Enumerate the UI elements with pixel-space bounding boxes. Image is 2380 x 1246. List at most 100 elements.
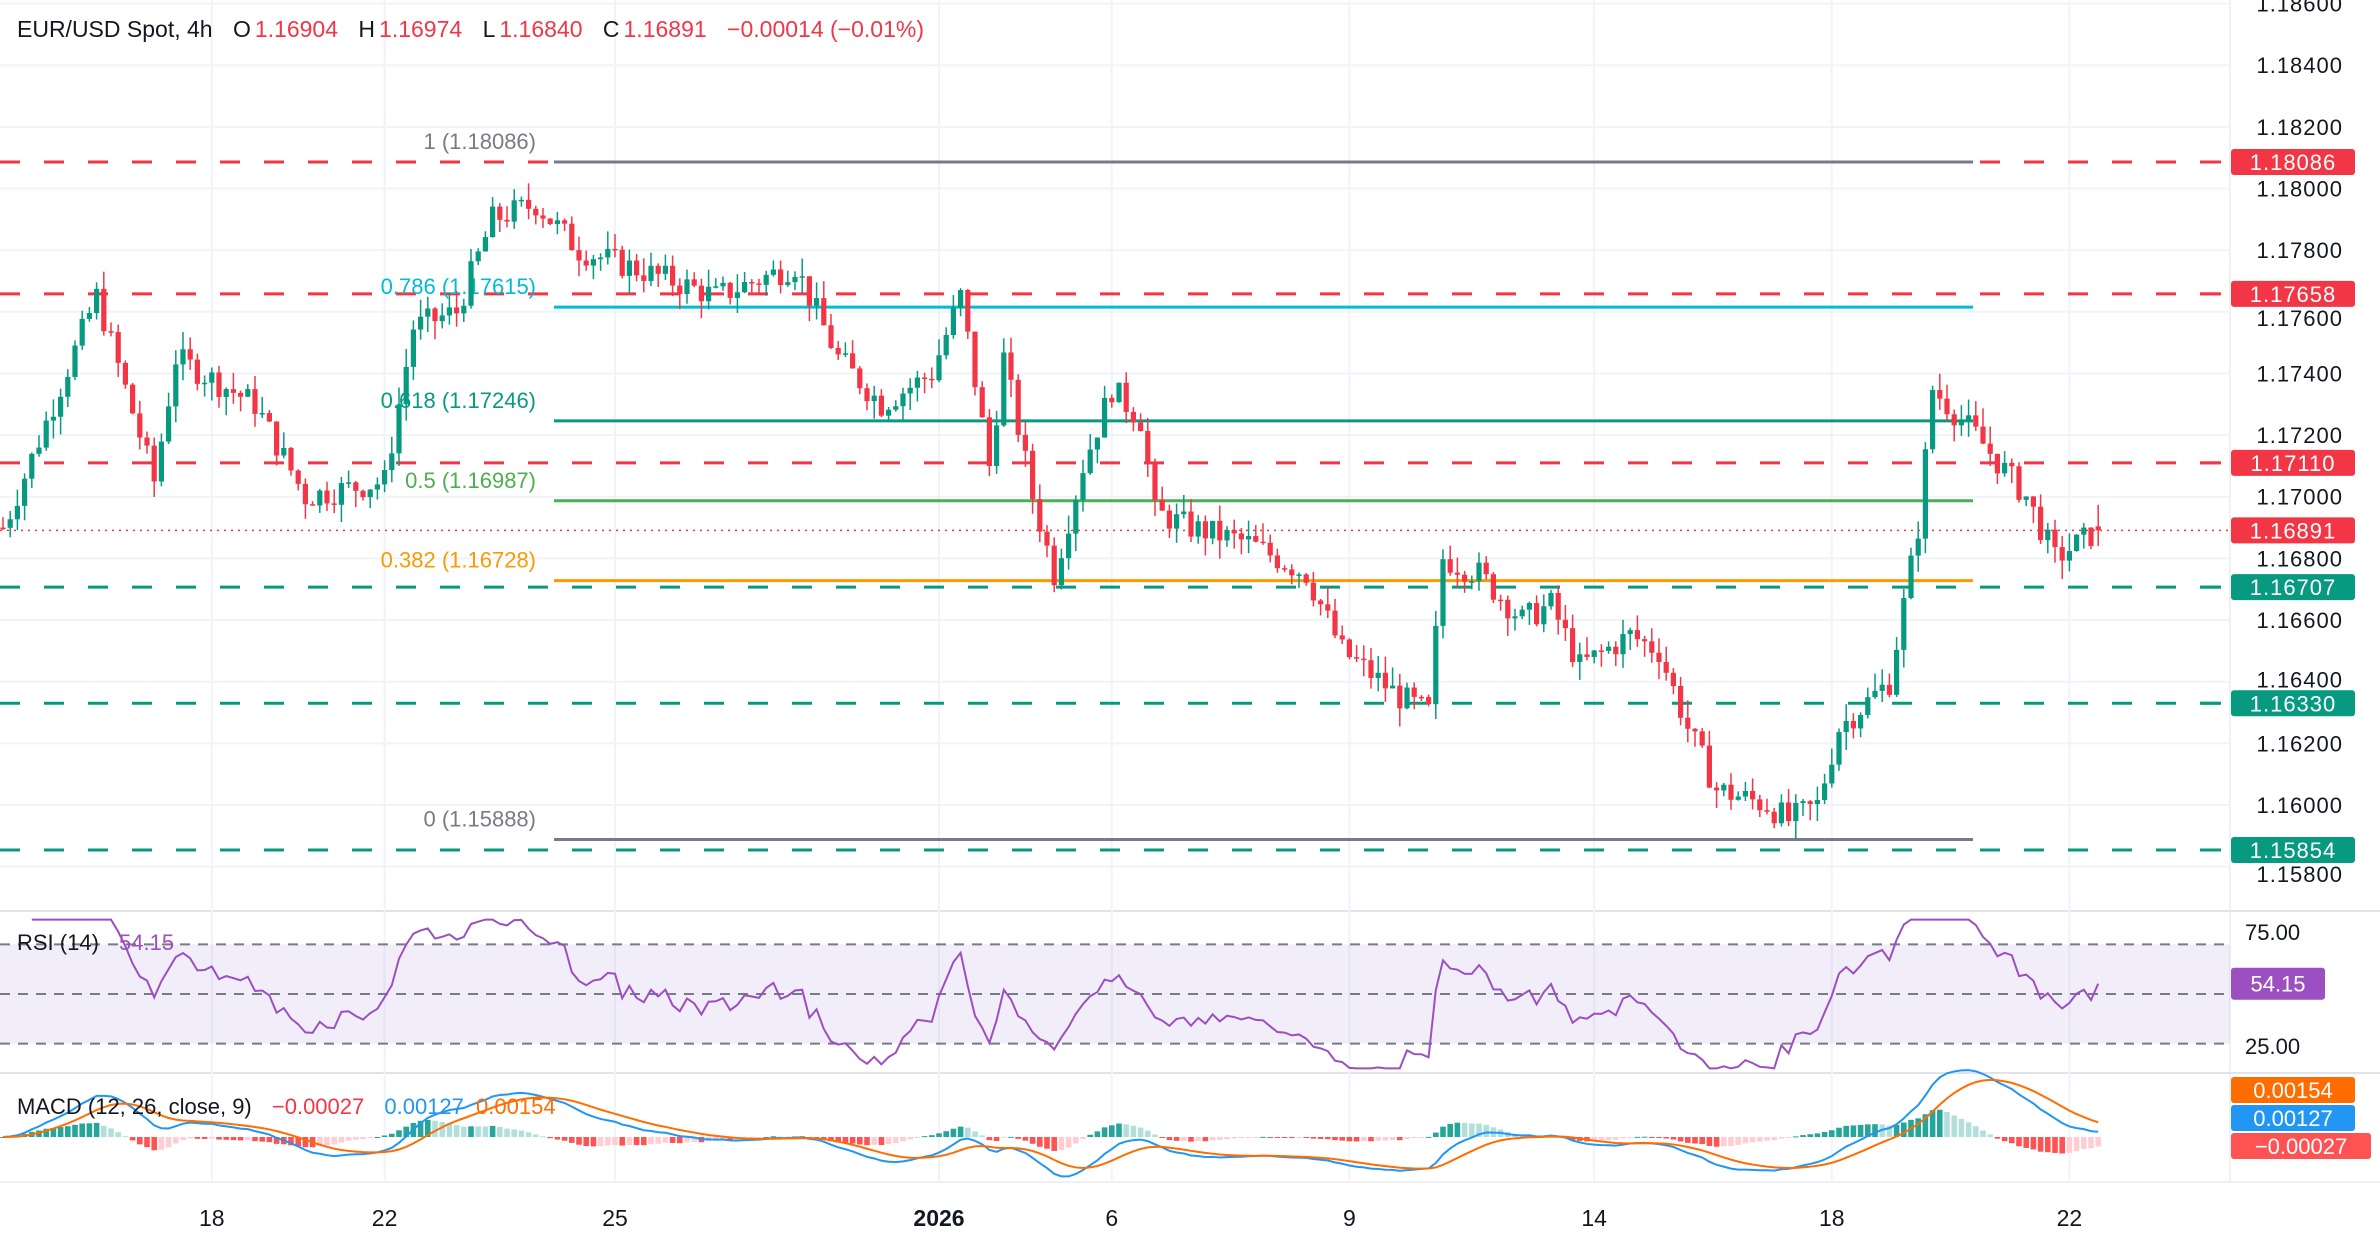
candle-body bbox=[1123, 382, 1129, 412]
candle-body bbox=[511, 200, 517, 222]
open-label: O bbox=[232, 16, 251, 42]
macd-histogram-bar bbox=[1670, 1137, 1677, 1140]
x-tick-label: 9 bbox=[1343, 1205, 1356, 1231]
macd-histogram-bar bbox=[223, 1137, 229, 1140]
candle-body bbox=[734, 292, 740, 298]
candle-body bbox=[1879, 684, 1885, 691]
macd-histogram-bar bbox=[1649, 1137, 1655, 1138]
candle-body bbox=[1375, 672, 1381, 679]
candle-body bbox=[799, 276, 805, 278]
macd-histogram-bar bbox=[2009, 1137, 2015, 1144]
macd-histogram-bar bbox=[295, 1137, 301, 1147]
candle-body bbox=[893, 406, 899, 410]
macd-histogram-bar bbox=[101, 1125, 107, 1137]
macd-histogram-bar bbox=[1238, 1137, 1245, 1139]
candle-body bbox=[1800, 801, 1806, 803]
macd-histogram-bar bbox=[1094, 1131, 1101, 1137]
candle-body bbox=[1210, 520, 1216, 539]
macd-histogram-bar bbox=[1224, 1137, 1230, 1140]
candle-body bbox=[1577, 654, 1583, 663]
candle-body bbox=[598, 257, 604, 260]
candle-body bbox=[1037, 499, 1043, 532]
candle-body bbox=[1793, 802, 1799, 822]
macd-histogram-bar bbox=[900, 1137, 906, 1142]
candle-body bbox=[994, 425, 1000, 467]
macd-legend[interactable]: MACD (12, 26, close, 9) −0.00027 0.00127… bbox=[17, 1094, 556, 1120]
candle-body bbox=[1548, 592, 1554, 607]
macd-histogram-bar bbox=[864, 1137, 870, 1146]
y-tick-label: 1.18400 bbox=[2256, 53, 2343, 78]
symbol-title[interactable]: EUR/USD Spot, 4h bbox=[17, 16, 213, 42]
candle-body bbox=[22, 478, 28, 506]
candle-body bbox=[367, 489, 373, 498]
macd-histogram-bar bbox=[921, 1136, 928, 1138]
macd-histogram-bar bbox=[677, 1137, 683, 1144]
macd-histogram-bar bbox=[1202, 1137, 1209, 1142]
candle-body bbox=[1678, 686, 1684, 718]
macd-histogram-bar bbox=[43, 1128, 49, 1137]
candle-body bbox=[1807, 801, 1813, 805]
candle-body bbox=[1915, 538, 1921, 556]
macd-histogram-bar bbox=[1353, 1137, 1360, 1142]
macd-histogram-bar bbox=[893, 1137, 899, 1144]
candle-body bbox=[1260, 541, 1266, 544]
macd-histogram-bar bbox=[1037, 1137, 1043, 1147]
macd-histogram-bar bbox=[2030, 1137, 2037, 1150]
macd-histogram-bar bbox=[317, 1137, 323, 1147]
candle-body bbox=[1080, 473, 1086, 500]
macd-histogram-bar bbox=[648, 1137, 654, 1145]
macd-histogram-bar bbox=[1325, 1137, 1331, 1140]
macd-histogram-bar bbox=[1677, 1137, 1684, 1142]
candle-body bbox=[482, 237, 488, 252]
candle-body bbox=[1922, 449, 1928, 539]
macd-histogram-bar bbox=[1231, 1137, 1237, 1139]
candle-body bbox=[1318, 600, 1324, 605]
macd-histogram-bar bbox=[50, 1127, 57, 1137]
macd-histogram-bar bbox=[583, 1137, 589, 1147]
candle-body bbox=[1346, 639, 1352, 658]
macd-histogram-bar bbox=[245, 1137, 251, 1141]
macd-histogram-bar bbox=[1728, 1137, 1734, 1146]
candle-body bbox=[43, 420, 49, 448]
candle-body bbox=[1764, 810, 1770, 812]
macd-histogram-bar bbox=[93, 1122, 100, 1137]
macd-histogram-bar bbox=[482, 1126, 489, 1137]
macd-histogram-bar bbox=[403, 1126, 409, 1137]
macd-histogram-bar bbox=[1022, 1137, 1029, 1141]
macd-histogram-bar bbox=[561, 1137, 568, 1141]
candle-body bbox=[1202, 521, 1208, 539]
macd-histogram-bar bbox=[1663, 1137, 1669, 1139]
rsi-legend[interactable]: RSI (14) 54.15 bbox=[17, 930, 174, 956]
macd-histogram-bar bbox=[1130, 1125, 1137, 1137]
candle-body bbox=[1728, 784, 1734, 800]
candle-body bbox=[382, 470, 388, 485]
macd-histogram-bar bbox=[669, 1137, 676, 1143]
candle-body bbox=[533, 208, 539, 216]
macd-histogram-bar bbox=[165, 1137, 172, 1148]
candle-body bbox=[353, 482, 359, 491]
macd-histogram-bar bbox=[835, 1137, 841, 1143]
candle-body bbox=[691, 279, 697, 286]
macd-histogram-bar bbox=[173, 1137, 179, 1144]
candle-body bbox=[187, 349, 193, 360]
macd-histogram-bar bbox=[1483, 1124, 1489, 1137]
macd-histogram-bar bbox=[1433, 1132, 1439, 1137]
candle-body bbox=[979, 387, 985, 418]
candle-body bbox=[1303, 574, 1309, 583]
candle-body bbox=[446, 307, 452, 316]
candle-body bbox=[828, 325, 834, 348]
candle-body bbox=[396, 404, 402, 454]
candle-body bbox=[2088, 527, 2094, 546]
macd-histogram-bar bbox=[1785, 1137, 1792, 1138]
candle-body bbox=[245, 389, 251, 397]
macd-histogram-bar bbox=[158, 1137, 165, 1150]
macd-histogram-bar bbox=[360, 1137, 366, 1140]
macd-histogram-bar bbox=[1958, 1118, 1965, 1137]
macd-histogram-bar bbox=[979, 1135, 985, 1137]
candle-body bbox=[2081, 527, 2087, 535]
macd-histogram-bar bbox=[1137, 1127, 1144, 1137]
candle-body bbox=[230, 389, 236, 393]
candle-body bbox=[58, 396, 64, 417]
macd-histogram-bar bbox=[1886, 1125, 1893, 1137]
